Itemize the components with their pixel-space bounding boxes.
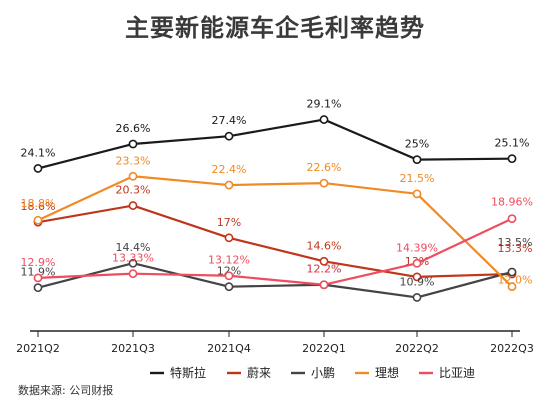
- data-point: [128, 139, 138, 149]
- data-point: [224, 180, 234, 190]
- data-label: 17%: [217, 216, 241, 229]
- data-point: [319, 280, 329, 290]
- data-point: [319, 178, 329, 188]
- data-label: 14.4%: [116, 241, 151, 254]
- data-point: [33, 164, 43, 173]
- data-label: 22.4%: [212, 163, 247, 176]
- data-point: [224, 282, 234, 292]
- data-label: 21.5%: [400, 172, 435, 185]
- chart-title: 主要新能源车企毛利率趋势: [125, 14, 425, 42]
- data-label: 24.1%: [21, 146, 56, 159]
- data-point: [128, 201, 138, 210]
- data-label: 13.33%: [112, 252, 154, 265]
- x-tick-label: 2022Q1: [302, 342, 346, 355]
- legend-entry: 理想: [375, 365, 399, 380]
- series-line-4: [37, 175, 513, 288]
- data-label: 18.96%: [491, 196, 533, 209]
- data-label: 25%: [405, 138, 429, 151]
- data-label: 13.3%: [498, 242, 533, 255]
- series-line-1: [37, 118, 513, 170]
- data-label: 12.2%: [307, 263, 342, 276]
- data-label: 14.6%: [307, 239, 342, 252]
- series-line-2: [37, 204, 513, 279]
- data-label: 18.6%: [21, 200, 56, 213]
- data-point: [412, 272, 422, 282]
- data-label: 12.2%: [307, 263, 342, 276]
- data-label: 11.9%: [21, 266, 56, 279]
- data-label: 13.5%: [498, 236, 533, 249]
- data-label: 14.39%: [396, 241, 438, 254]
- legend-entry: 小鹏: [311, 366, 335, 380]
- data-point: [412, 189, 422, 199]
- legend-entry: 蔚来: [247, 366, 271, 380]
- data-point: [412, 258, 422, 268]
- data-point: [224, 271, 234, 281]
- data-label: 22.6%: [307, 161, 342, 174]
- x-tick-label: 2022Q3: [490, 342, 534, 355]
- data-label: 29.1%: [307, 98, 342, 111]
- series-line-5: [37, 217, 513, 286]
- data-point: [507, 154, 517, 164]
- data-label: 20.3%: [116, 184, 151, 197]
- data-label: 27.4%: [212, 114, 247, 127]
- legend-entry: 比亚迪: [439, 366, 475, 380]
- data-point: [507, 267, 517, 277]
- data-point: [412, 155, 422, 165]
- data-point: [319, 256, 329, 266]
- data-label: 12.0%: [498, 274, 533, 287]
- data-point: [128, 258, 138, 268]
- data-point: [412, 293, 422, 302]
- data-point: [33, 283, 43, 293]
- data-label: 12.9%: [21, 256, 56, 269]
- data-point: [128, 269, 138, 279]
- x-tick-label: 2022Q2: [395, 342, 439, 355]
- data-label: 18.8%: [21, 197, 56, 210]
- source-note: 数据来源: 公司财报: [18, 384, 114, 397]
- data-point: [128, 171, 138, 181]
- legend-entry: 特斯拉: [170, 365, 206, 380]
- data-label: 12%: [217, 265, 241, 278]
- series-line-3: [37, 262, 513, 299]
- data-label: 25.1%: [495, 137, 530, 150]
- data-point: [224, 131, 234, 141]
- data-point: [507, 214, 517, 224]
- x-tick-label: 2021Q2: [16, 342, 60, 355]
- data-point: [319, 115, 329, 124]
- data-label: 26.6%: [116, 122, 151, 135]
- data-label: 10.9%: [400, 275, 435, 288]
- x-tick-label: 2021Q3: [111, 342, 155, 355]
- data-label: 13.12%: [208, 254, 250, 267]
- data-label: 23.3%: [116, 154, 151, 167]
- data-point: [33, 273, 43, 283]
- data-point: [224, 233, 234, 243]
- data-point: [507, 282, 517, 292]
- x-tick-label: 2021Q4: [207, 342, 251, 355]
- data-point: [33, 215, 43, 225]
